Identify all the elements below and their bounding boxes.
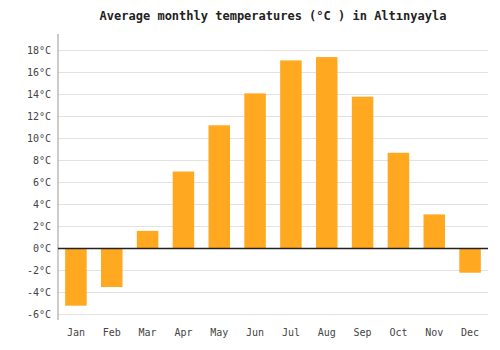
y-tick-label: 6°C (33, 177, 51, 188)
x-tick-label: May (210, 327, 228, 338)
grid-line (58, 314, 488, 315)
y-tick-label: -6°C (27, 309, 51, 320)
x-tick-label: Mar (139, 327, 157, 338)
bar (101, 249, 123, 288)
grid-line (58, 138, 488, 139)
x-tick-label: Jan (67, 327, 85, 338)
y-tick-labels: -6°C -4°C -2°C 0°C 2°C 4°C 6°C 8°C 10°C 12°C 14°C 1… (27, 45, 51, 320)
bar (459, 249, 481, 273)
title: Average monthly temperatures (°C ) in Al… (100, 9, 447, 23)
x-tick-label: Sep (354, 327, 372, 338)
grid-line (58, 248, 488, 249)
x-tick-label: Oct (389, 327, 407, 338)
y-axis-line (58, 34, 59, 320)
x-tick-label: Jul (282, 327, 300, 338)
y-tick-label: 4°C (33, 199, 51, 210)
chart-container: Average monthly temperatures (°C ) in Al… (0, 0, 500, 350)
x-tick-label: Aug (318, 327, 336, 338)
x-tick-labels: Jan Feb Mar Apr May Jun Jul Aug Sep Oct Nov Dec (67, 327, 479, 338)
grid-line (58, 182, 488, 183)
bar (424, 214, 446, 248)
x-tick-label: Dec (461, 327, 479, 338)
bar (388, 153, 410, 249)
x-tick-label: Feb (103, 327, 121, 338)
bar (65, 249, 87, 306)
zero-line (58, 248, 488, 250)
y-tick-label: 10°C (27, 133, 51, 144)
bar (209, 125, 231, 248)
grid-line (58, 204, 488, 205)
y-tick-label: 2°C (33, 221, 51, 232)
bar (244, 93, 265, 248)
grid-line (58, 116, 488, 117)
grid-line (58, 292, 488, 293)
bar (352, 97, 374, 249)
grid-line (58, 72, 488, 73)
y-tick-label: -4°C (27, 287, 51, 298)
y-tick-label: 8°C (33, 155, 51, 166)
bar (173, 172, 195, 249)
x-tick-label: Apr (174, 327, 192, 338)
x-tick-label: Nov (425, 327, 443, 338)
y-tick-label: 18°C (27, 45, 51, 56)
grid-line (58, 94, 488, 95)
x-tick-label: Jun (246, 327, 264, 338)
bar (316, 57, 338, 248)
bars (65, 57, 481, 306)
grid-line (58, 50, 488, 51)
bar (280, 60, 302, 248)
y-tick-label: 12°C (27, 111, 51, 122)
grid-line (58, 160, 488, 161)
y-tick-label: 16°C (27, 67, 51, 78)
y-tick-label: -2°C (27, 265, 51, 276)
y-tick-label: 0°C (33, 243, 51, 254)
y-tick-label: 14°C (27, 89, 51, 100)
chart: Average monthly temperatures (°C ) in Al… (0, 0, 500, 350)
y-grid (58, 51, 488, 315)
bar (137, 231, 159, 249)
